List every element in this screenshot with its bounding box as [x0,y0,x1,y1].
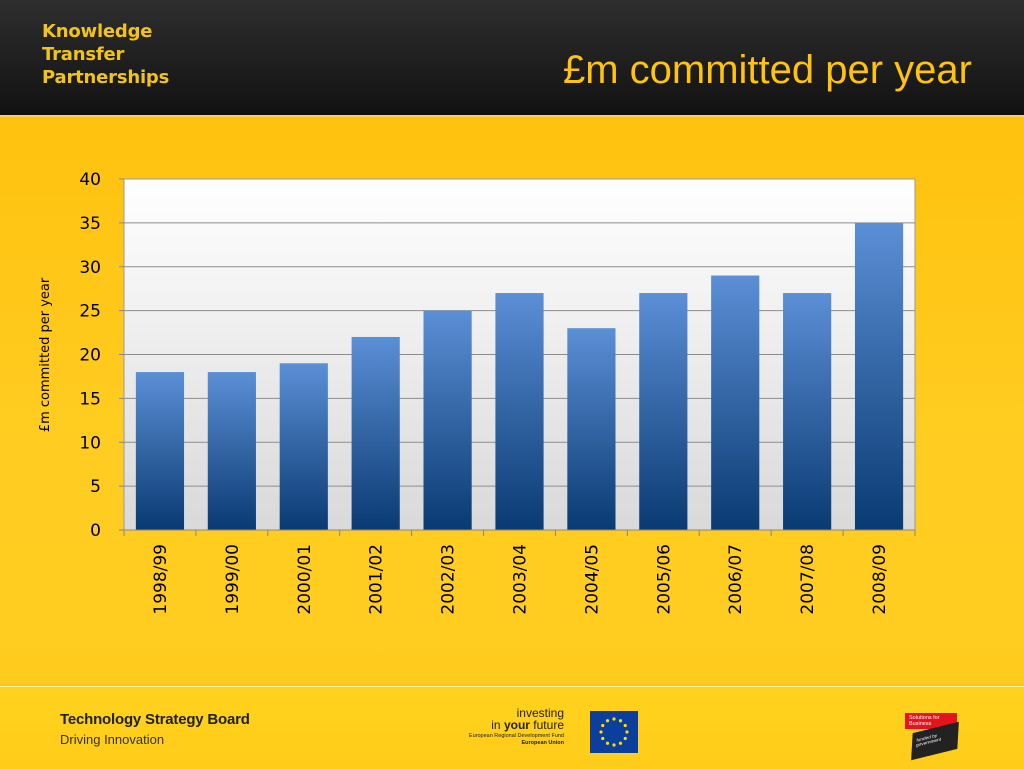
eu-star [623,723,627,728]
footer: Technology Strategy Board Driving Innova… [0,686,1024,769]
bar [495,293,544,530]
y-tick-label: 15 [79,389,101,409]
eu-flag-icon [590,711,638,753]
x-tick-label: 2006/07 [726,544,746,615]
eu-logo: investing in your future European Region… [452,707,642,759]
bar [423,310,472,530]
eu-star [601,723,605,728]
solutions-for-business-logo: Solutions for Business funded by governm… [905,713,965,761]
y-tick-label: 40 [79,170,101,190]
logo-line-2: Transfer [42,44,125,65]
x-tick-label: 2001/02 [367,544,387,615]
x-tick-label: 2002/03 [439,544,459,615]
eu-line-2-bold: your [503,718,530,732]
eu-star [612,743,616,747]
eu-star [618,741,623,745]
page-title: £m committed per year [562,48,972,92]
bar [135,372,185,530]
y-tick-label: 5 [90,477,101,497]
eu-line-2-post: future [529,718,564,732]
tsb-tagline: Driving Innovation [60,732,165,747]
eu-line-2-pre: in [491,718,504,732]
y-tick-label: 20 [79,346,101,366]
bar [854,222,904,530]
eu-stars-icon [599,717,629,747]
y-tick-label: 30 [79,258,101,278]
tsb-name: Technology Strategy Board [60,711,250,728]
x-tick-label: 2004/05 [582,544,602,615]
eu-star [599,730,603,734]
eu-text: investing in your future European Region… [469,707,564,747]
bar [783,293,832,530]
eu-star [618,719,623,723]
bar [639,293,688,530]
x-tick-label: 2007/08 [798,544,818,615]
eu-star [623,736,627,741]
y-axis-label: £m committed per year [38,277,53,432]
y-tick-label: 10 [79,433,101,453]
eu-line-2: in your future [469,719,564,732]
eu-line-3: European Regional Development Fund [468,733,564,739]
bar [351,336,400,530]
bar [567,328,616,530]
eu-line-4: European Union [521,740,564,746]
x-tick-label: 2000/01 [295,544,315,615]
ktp-logo: Knowledge Transfer Partnerships [42,20,169,89]
eu-star [605,719,610,723]
y-tick-label: 0 [90,521,101,541]
x-tick-label: 2005/06 [654,544,674,615]
logo-line-3: Partnerships [42,67,170,88]
x-tick-label: 1999/00 [223,544,243,615]
y-tick-label: 35 [79,214,101,234]
x-tick-label: 1998/99 [151,544,171,615]
bar [711,275,760,530]
header: Knowledge Transfer Partnerships £m commi… [0,0,1024,117]
chart-area: 0 5 10 15 20 25 30 35 40 1998/99 1999/00 2000/01 20… [0,117,1024,685]
tsb-logo: Technology Strategy Board Driving Innova… [60,711,250,747]
bar [279,363,328,530]
eu-star [625,730,629,734]
y-tick-label: 25 [79,302,101,322]
x-tick-label: 2003/04 [511,544,531,615]
eu-star [605,741,610,745]
x-tick-label: 2008/09 [870,544,890,615]
eu-star [601,736,605,741]
bar-chart: 0 5 10 15 20 25 30 35 40 1998/99 1999/00 2000/01 20… [38,170,916,615]
eu-line-1: investing [516,706,564,720]
bar [207,372,256,530]
eu-star [612,717,616,721]
logo-line-1: Knowledge [42,21,153,42]
